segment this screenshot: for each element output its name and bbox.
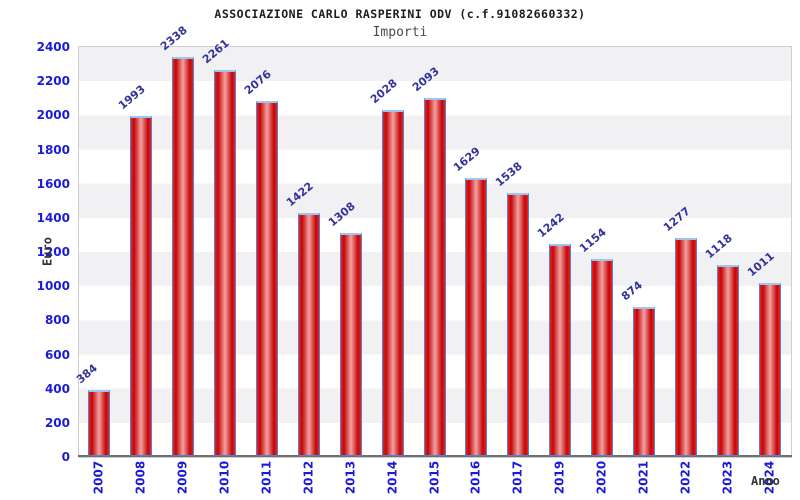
y-tick-label: 400 bbox=[44, 381, 70, 396]
x-axis-line bbox=[78, 455, 792, 457]
y-tick-label: 1800 bbox=[36, 142, 70, 157]
chart-bar bbox=[591, 258, 614, 456]
x-tick-label: 2010 bbox=[217, 460, 232, 495]
y-tick-label: 1000 bbox=[36, 279, 70, 294]
y-tick-label: 600 bbox=[44, 347, 70, 362]
x-tick-label: 2021 bbox=[636, 460, 651, 495]
x-tick-label: 2017 bbox=[510, 460, 525, 495]
x-tick-label: 2013 bbox=[343, 460, 358, 495]
chart-bar bbox=[549, 243, 572, 456]
chart-bar bbox=[255, 101, 278, 456]
x-axis-title: Anno bbox=[751, 474, 780, 488]
y-axis-title: Euro bbox=[40, 237, 55, 266]
chart-bar bbox=[507, 193, 530, 456]
x-tick-label: 2016 bbox=[468, 460, 483, 495]
y-tick-label: 800 bbox=[44, 313, 70, 328]
chart-bar bbox=[339, 232, 362, 456]
chart-bar bbox=[717, 265, 740, 456]
chart-bar bbox=[129, 115, 152, 456]
y-tick-label: 200 bbox=[44, 415, 70, 430]
x-tick-label: 2008 bbox=[133, 460, 148, 495]
y-tick-label: 1600 bbox=[36, 176, 70, 191]
x-tick-label: 2012 bbox=[301, 460, 316, 495]
chart-bar bbox=[465, 177, 488, 456]
y-tick-label: 1400 bbox=[36, 210, 70, 225]
y-tick-label: 1200 bbox=[36, 245, 70, 259]
chart-title: ASSOCIAZIONE CARLO RASPERINI ODV (c.f.91… bbox=[214, 7, 586, 21]
chart-bar bbox=[423, 98, 446, 456]
chart-bar bbox=[675, 237, 698, 456]
x-tick-label: 2019 bbox=[552, 460, 567, 495]
x-tick-label: 2007 bbox=[91, 460, 106, 495]
x-tick-label: 2015 bbox=[427, 460, 441, 495]
chart-bar bbox=[297, 213, 320, 456]
x-tick-label: 2014 bbox=[385, 460, 400, 495]
x-tick-label: 2009 bbox=[175, 460, 190, 495]
x-tick-label: 2022 bbox=[678, 460, 693, 495]
chart-bar bbox=[88, 390, 110, 456]
y-tick-label: 2400 bbox=[36, 40, 70, 54]
chart-bar bbox=[171, 56, 194, 456]
chart-bar bbox=[759, 283, 781, 456]
chart-subtitle: Importi bbox=[372, 25, 428, 40]
chart-bar bbox=[213, 69, 236, 456]
x-tick-label: 2011 bbox=[259, 460, 274, 495]
y-tick-label: 2200 bbox=[36, 74, 70, 89]
chart-bar bbox=[381, 109, 404, 456]
x-tick-label: 2023 bbox=[720, 460, 735, 495]
x-tick-label: 2020 bbox=[594, 460, 609, 495]
y-tick-label: 0 bbox=[61, 450, 70, 464]
chart-bar bbox=[633, 306, 656, 456]
y-tick-label: 2000 bbox=[36, 108, 70, 123]
